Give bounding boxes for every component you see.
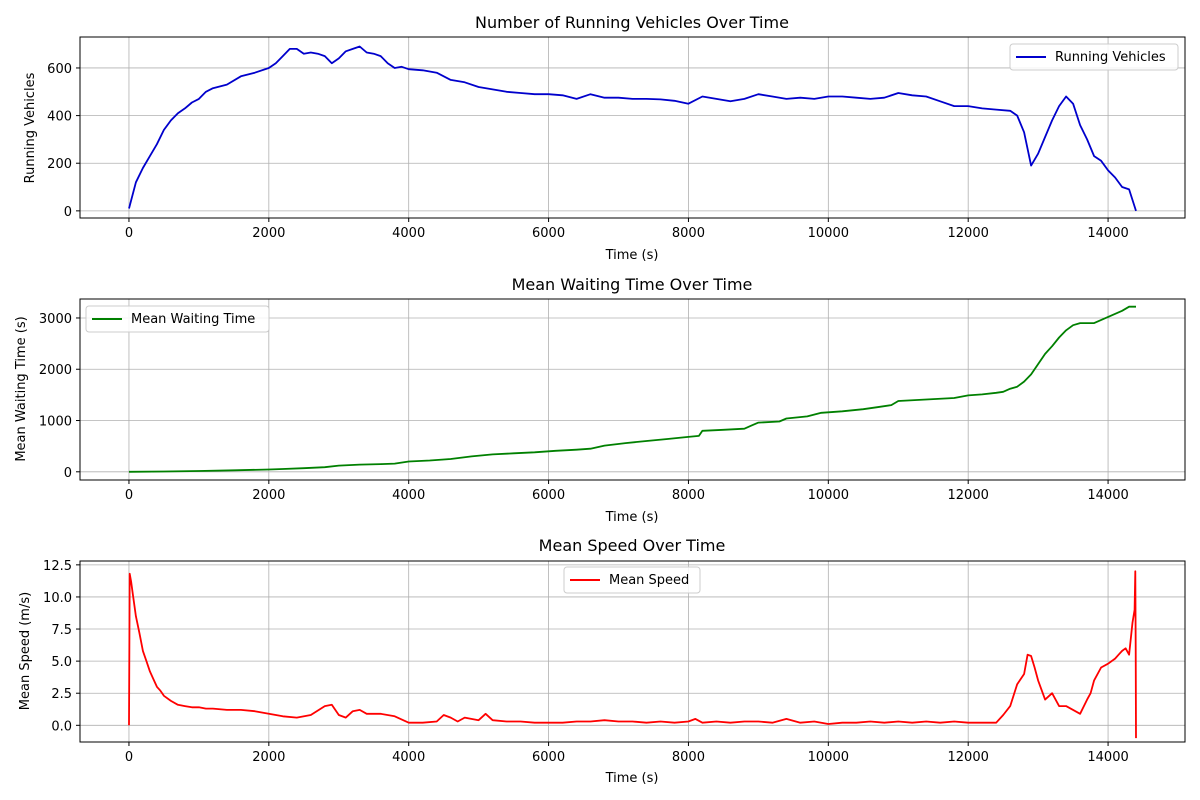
legend-label: Mean Speed (609, 573, 689, 588)
axis-ticks: 0 2000 4000 6000 8000 10000 12000 14000 0 200 400 6… (47, 62, 1129, 241)
x-tick-label: 6000 (532, 750, 565, 765)
x-axis-label: Time (s) (605, 771, 659, 786)
axis-ticks: 0 2000 4000 6000 8000 10000 12000 14000 0.0 2.5 5.… (43, 559, 1129, 765)
chart-title: Mean Speed Over Time (539, 536, 726, 555)
y-tick-label: 200 (47, 157, 72, 172)
x-tick-label: 14000 (1087, 488, 1128, 503)
grid (80, 561, 1185, 742)
mean-speed-chart: Mean Speed Over Time Time (s) Mean Speed… (18, 536, 1186, 786)
series-line (128, 45, 1137, 212)
series-layer (128, 570, 1137, 739)
x-tick-label: 6000 (532, 226, 565, 241)
legend: Mean Waiting Time (85, 305, 270, 333)
legend: Running Vehicles (1009, 43, 1179, 71)
x-tick-label: 2000 (252, 750, 285, 765)
x-tick-label: 14000 (1087, 750, 1128, 765)
legend-box (85, 305, 270, 333)
y-tick-label: 2.5 (51, 687, 72, 702)
y-tick-label: 400 (47, 110, 72, 125)
legend-box (563, 566, 701, 594)
x-tick-label: 4000 (392, 488, 425, 503)
y-tick-label: 10.0 (43, 591, 72, 606)
x-tick-label: 12000 (948, 488, 989, 503)
x-axis-label: Time (s) (605, 248, 659, 263)
y-tick-label: 0.0 (51, 719, 72, 734)
series-layer (128, 45, 1137, 212)
x-tick-label: 12000 (948, 750, 989, 765)
chart-title: Mean Waiting Time Over Time (512, 275, 753, 294)
y-tick-label: 0 (64, 205, 72, 220)
y-axis-label: Mean Speed (m/s) (18, 592, 33, 710)
x-axis-label: Time (s) (605, 510, 659, 525)
x-tick-label: 2000 (252, 226, 285, 241)
x-tick-label: 8000 (672, 226, 705, 241)
y-tick-label: 0 (64, 466, 72, 481)
x-tick-label: 8000 (672, 750, 705, 765)
x-tick-label: 4000 (392, 750, 425, 765)
x-tick-label: 4000 (392, 226, 425, 241)
series-layer (128, 305, 1136, 473)
legend: Mean Speed (563, 566, 701, 594)
legend-label: Mean Waiting Time (131, 312, 255, 327)
y-tick-label: 2000 (39, 363, 72, 378)
legend-box (1009, 43, 1179, 71)
axis-ticks: 0 2000 4000 6000 8000 10000 12000 14000 0 1000 200… (39, 312, 1129, 503)
y-tick-label: 7.5 (51, 623, 72, 638)
x-tick-label: 0 (125, 750, 133, 765)
x-tick-label: 12000 (948, 226, 989, 241)
grid (80, 299, 1185, 480)
running-vehicles-chart: Number of Running Vehicles Over Time Tim… (23, 13, 1186, 263)
y-tick-label: 5.0 (51, 655, 72, 670)
plot-frame (79, 298, 1186, 481)
x-tick-label: 6000 (532, 488, 565, 503)
x-tick-label: 0 (125, 226, 133, 241)
y-tick-label: 600 (47, 62, 72, 77)
mean-waiting-time-chart: Mean Waiting Time Over Time Time (s) Mea… (14, 275, 1186, 525)
plot-frame (79, 36, 1186, 219)
y-axis-label: Mean Waiting Time (s) (14, 316, 29, 461)
y-tick-label: 1000 (39, 415, 72, 430)
y-axis-label: Running Vehicles (23, 72, 38, 183)
plot-frame (79, 560, 1186, 743)
series-line (128, 570, 1137, 739)
grid (80, 37, 1185, 218)
x-tick-label: 14000 (1087, 226, 1128, 241)
x-tick-label: 10000 (808, 750, 849, 765)
chart-title: Number of Running Vehicles Over Time (475, 13, 789, 32)
y-tick-label: 3000 (39, 312, 72, 327)
legend-label: Running Vehicles (1055, 50, 1166, 65)
y-tick-label: 12.5 (43, 559, 72, 574)
x-tick-label: 0 (125, 488, 133, 503)
x-tick-label: 2000 (252, 488, 285, 503)
x-tick-label: 10000 (808, 488, 849, 503)
x-tick-label: 10000 (808, 226, 849, 241)
x-tick-label: 8000 (672, 488, 705, 503)
series-line (128, 305, 1136, 473)
